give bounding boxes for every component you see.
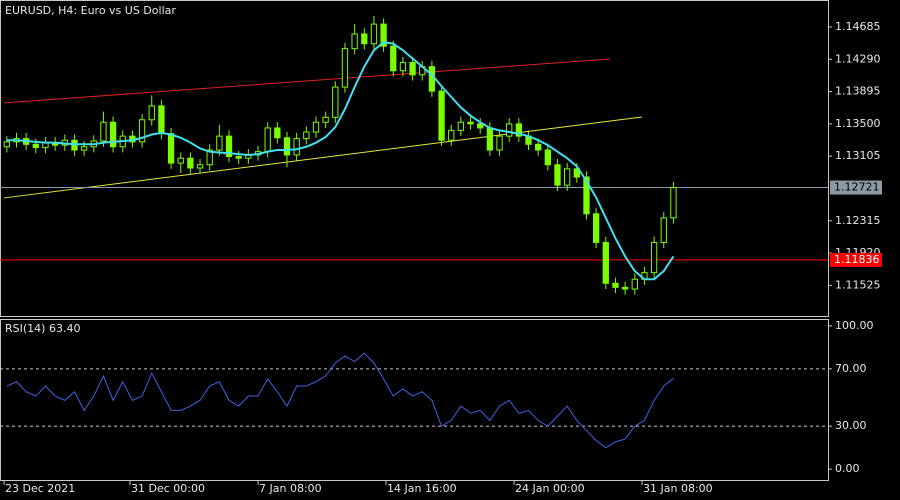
trend-line [3, 116, 643, 199]
candle-body [158, 105, 165, 135]
candle-body [486, 127, 494, 151]
candle-body [515, 123, 523, 137]
candle-body [109, 121, 117, 148]
y-tick-label: 0.00 [835, 462, 860, 475]
candle-body [399, 62, 407, 72]
rsi-panel: 100.00 70.00 30.00 0.00 [0, 319, 874, 475]
y-tick-label: 1.12315 [835, 214, 881, 227]
candle-body [138, 119, 146, 143]
y-tick-label: 30.00 [835, 419, 867, 432]
x-tick-label: 14 Jan 16:00 [387, 482, 457, 495]
x-tick-label: 7 Jan 08:00 [259, 482, 322, 495]
candle-body [274, 127, 281, 139]
rsi-line [6, 352, 674, 449]
candle-body [390, 45, 397, 72]
candle-body [283, 137, 291, 156]
candle-body [361, 33, 368, 45]
rsi-panel-frame [0, 319, 829, 481]
y-tick-label: 1.13895 [835, 85, 881, 98]
main-panel-frame [0, 0, 829, 317]
main-panel: 1.14685 1.14290 1.13895 1.13500 1.13105 1.123… [0, 15, 882, 495]
price-label-box [830, 180, 882, 195]
y-tick-label: 1.14685 [835, 20, 881, 33]
candle-body [409, 62, 416, 76]
candle-body [332, 86, 339, 118]
candle-body [670, 187, 677, 219]
x-tick-label: 23 Dec 2021 [5, 482, 75, 495]
candle-body [554, 164, 561, 186]
price-label: 1.12721 [834, 181, 880, 194]
candle-body [650, 241, 658, 274]
price-label: 1.11836 [834, 253, 880, 266]
candle-body [177, 157, 184, 164]
candle-body [187, 157, 194, 169]
x-tick-label: 24 Jan 00:00 [515, 482, 585, 495]
candle-body [341, 48, 349, 88]
rsi-title: RSI(14) 63.40 [5, 322, 80, 335]
candle-body [3, 141, 10, 148]
x-tick-label: 31 Jan 08:00 [643, 482, 713, 495]
candle-body [206, 149, 213, 166]
candle-body [196, 164, 204, 169]
x-tick-label: 31 Dec 00:00 [131, 482, 205, 495]
y-tick-label: 1.14290 [835, 52, 881, 65]
candle-body [428, 66, 436, 92]
candle-body [602, 241, 609, 284]
chart-title: EURUSD, H4: Euro vs US Dollar [5, 4, 176, 17]
candle-body [592, 213, 600, 243]
candle-body [351, 33, 358, 50]
candle-body [32, 143, 39, 149]
candle-body [573, 168, 580, 178]
candle-body [457, 121, 465, 131]
moving-average [6, 41, 675, 281]
candle-body [544, 149, 551, 166]
y-tick-label: 1.13500 [835, 117, 881, 130]
candle-body [100, 121, 107, 142]
candle-body [535, 143, 542, 151]
candle-body [148, 105, 155, 121]
candle-body [312, 121, 320, 133]
candle-body [438, 90, 445, 141]
candle-body [235, 156, 242, 159]
candle-body [612, 282, 619, 288]
candle-body [264, 127, 271, 153]
candle-body [380, 23, 387, 47]
candle-body [496, 135, 503, 151]
candle-body [370, 23, 378, 45]
candle-body [293, 138, 300, 156]
y-tick-label: 1.13105 [835, 149, 881, 162]
candle-body [621, 286, 629, 290]
candle-body [167, 133, 175, 164]
candle-body [80, 146, 88, 151]
candle-body [467, 121, 474, 125]
trend-line [3, 58, 611, 104]
candle-body [225, 135, 233, 158]
candle-body [448, 129, 455, 141]
y-tick-label: 1.11525 [835, 278, 881, 291]
candle-body [564, 168, 571, 186]
y-tick-label: 70.00 [835, 362, 867, 375]
candle-body [631, 278, 638, 290]
candle-body [506, 123, 513, 137]
price-label-box [830, 252, 882, 267]
candle-body [322, 116, 329, 123]
candle-body [216, 135, 223, 151]
candle-body [583, 176, 590, 215]
candle-body [477, 123, 484, 129]
candle-body [660, 217, 667, 243]
y-tick-label: 100.00 [835, 319, 874, 332]
candle-body [303, 131, 310, 140]
